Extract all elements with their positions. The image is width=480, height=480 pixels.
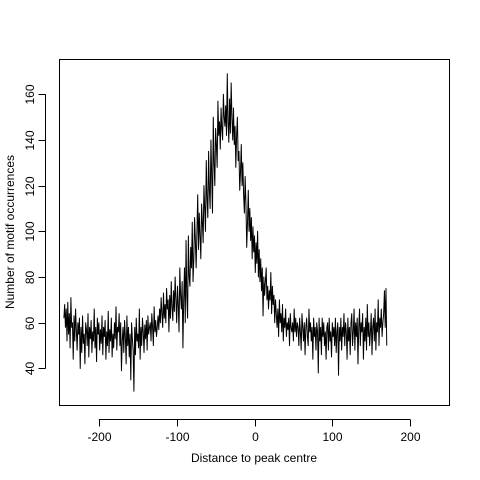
series-line-0 — [63, 73, 388, 392]
y-tick-label: 60 — [23, 317, 37, 331]
x-axis-label: Distance to peak centre — [191, 451, 317, 465]
y-tick-label: 120 — [23, 176, 37, 196]
series-layer — [63, 73, 388, 392]
y-tick-label: 160 — [23, 84, 37, 104]
x-axis: -200 -100 0 100 200 — [87, 419, 421, 444]
y-axis-label: Number of motif occurrences — [3, 155, 17, 309]
x-tick-label: 200 — [400, 430, 420, 444]
y-tick-label: 80 — [23, 271, 37, 285]
y-axis: 40 60 80 100 120 140 160 — [23, 84, 46, 375]
y-tick-label: 40 — [23, 362, 37, 376]
y-tick-label: 140 — [23, 130, 37, 150]
plot-frame — [59, 59, 450, 406]
x-tick-label: 100 — [322, 430, 342, 444]
x-tick-label: -100 — [165, 430, 189, 444]
x-tick-label: 0 — [252, 430, 259, 444]
x-tick-label: -200 — [87, 430, 111, 444]
y-tick-label: 100 — [23, 221, 37, 241]
